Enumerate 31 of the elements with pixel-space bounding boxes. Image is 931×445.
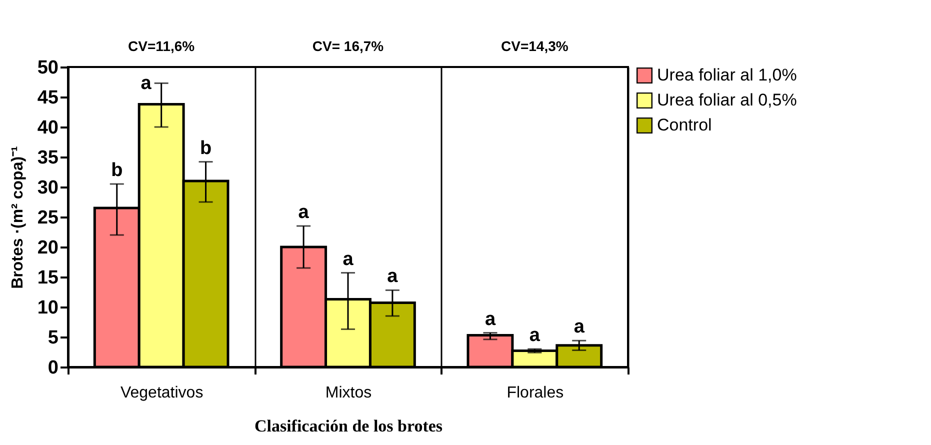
y-tick-label: 10: [37, 298, 58, 318]
data-label: a: [140, 73, 152, 94]
y-tick-label: 25: [37, 208, 59, 228]
y-axis-title: Brotes ·(m² copa)⁻¹: [9, 146, 26, 289]
y-tick-label: 50: [37, 58, 58, 78]
text: CV= 16,7%: [312, 38, 384, 54]
data-label: b: [111, 160, 123, 181]
y-tick-label: 45: [37, 88, 59, 108]
y-tick-label: 5: [48, 328, 59, 348]
data-label: a: [298, 202, 310, 223]
x-tick-label: Florales: [506, 384, 564, 402]
y-tick-label: 20: [37, 238, 58, 258]
x-axis-title: Clasificación de los brotes: [254, 416, 443, 436]
y-tick-label: 40: [37, 118, 58, 138]
data-label: a: [574, 316, 585, 338]
data-label: b: [200, 138, 212, 159]
data-label: a: [342, 248, 354, 270]
legend-label: Urea foliar al 1,0%: [657, 66, 797, 84]
legend-label: Control: [657, 116, 712, 134]
x-tick-label: Mixtos: [325, 384, 372, 402]
data-label: a: [387, 266, 398, 288]
legend-label: Urea foliar al 0,5%: [657, 90, 797, 110]
y-tick-label: 30: [37, 178, 58, 198]
data-label: a: [484, 308, 496, 330]
text: CV=11,6%: [128, 38, 196, 54]
y-tick-label: 15: [37, 268, 59, 288]
y-tick-label: 35: [37, 148, 59, 168]
x-tick-label: Vegetativos: [120, 384, 204, 402]
text: CV=14,3%: [501, 38, 569, 54]
data-label: a: [529, 325, 540, 346]
y-tick-label: 0: [48, 358, 58, 378]
